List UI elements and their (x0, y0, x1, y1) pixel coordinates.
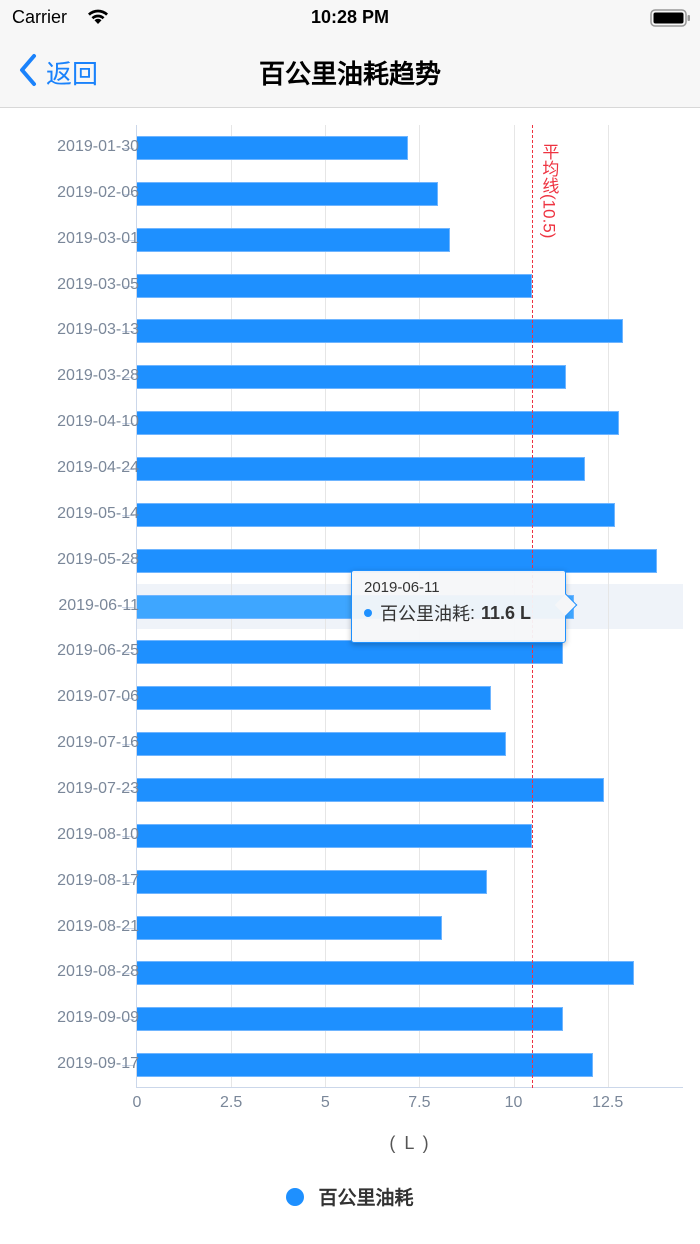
y-tick (122, 377, 134, 379)
y-axis-label: 2019-08-10 (57, 825, 139, 843)
y-tick (122, 514, 134, 516)
y-axis-label: 2019-08-17 (57, 871, 139, 889)
x-axis-label: 2.5 (220, 1094, 243, 1111)
x-axis-label: 0 (132, 1094, 142, 1111)
y-tick (122, 1019, 134, 1021)
y-axis-label: 2019-08-21 (57, 917, 139, 935)
y-tick (122, 606, 134, 608)
tooltip-series-name: 百公里油耗 (380, 604, 470, 624)
y-axis-label: 2019-07-16 (57, 734, 139, 752)
battery-icon (650, 9, 690, 27)
bar[interactable] (137, 686, 491, 711)
y-axis-label: 2019-01-30 (57, 137, 139, 155)
y-tick (122, 193, 134, 195)
y-axis-label: 2019-05-14 (57, 504, 139, 522)
bar[interactable] (137, 640, 563, 665)
status-bar: Carrier 10:28 PM (0, 0, 700, 36)
y-axis-label: 2019-06-11 (58, 596, 139, 614)
y-axis-label: 2019-07-23 (57, 779, 139, 797)
y-axis-label: 2019-03-05 (57, 275, 139, 293)
bar[interactable] (137, 732, 507, 757)
y-tick (122, 239, 134, 241)
bar[interactable] (137, 502, 616, 527)
x-axis-label: 7.5 (408, 1094, 431, 1111)
bar[interactable] (137, 961, 635, 986)
bar[interactable] (137, 915, 442, 940)
y-axis-line (136, 125, 137, 1088)
x-axis-label: 5 (320, 1094, 330, 1111)
chevron-left-icon (18, 53, 38, 92)
bar[interactable] (137, 1007, 563, 1032)
tooltip: 2019-06-11 百公里油耗: 11.6 L (351, 570, 578, 643)
y-axis-label: 2019-02-06 (57, 183, 139, 201)
back-label: 返回 (46, 58, 99, 89)
bar[interactable] (137, 411, 619, 436)
y-axis-label: 2019-04-10 (57, 413, 139, 431)
bar[interactable] (137, 227, 450, 252)
y-axis-label: 2019-03-28 (57, 367, 139, 385)
average-line-label: 平均线(10.5) (539, 143, 559, 239)
clock: 10:28 PM (310, 7, 390, 27)
x-axis-label: 10 (504, 1094, 523, 1111)
y-axis-label: 2019-04-24 (57, 458, 139, 476)
y-axis-label: 2019-07-06 (57, 688, 139, 706)
wifi-icon (86, 7, 110, 30)
y-tick (122, 881, 134, 883)
x-axis-line (136, 1087, 683, 1088)
tooltip-value: 11.6 L (481, 602, 532, 623)
y-axis-label: 2019-03-01 (57, 229, 139, 247)
y-tick (122, 927, 134, 929)
legend-item[interactable]: 百公里油耗 (0, 1183, 700, 1210)
bar[interactable] (137, 273, 533, 298)
bar[interactable] (137, 319, 623, 344)
bar[interactable] (137, 456, 586, 481)
y-axis-label: 2019-09-09 (57, 1009, 139, 1027)
y-axis-label: 2019-03-13 (57, 321, 139, 339)
y-axis-label: 2019-09-17 (57, 1055, 139, 1073)
bar[interactable] (137, 181, 439, 206)
y-tick (122, 560, 134, 562)
y-tick (122, 698, 134, 700)
navigation-bar: 返回 百公里油耗趋势 (0, 36, 700, 108)
page-title: 百公里油耗趋势 (258, 59, 441, 89)
bar[interactable] (137, 135, 409, 160)
y-tick (122, 789, 134, 791)
bar[interactable] (137, 365, 567, 390)
gridline (607, 125, 609, 1088)
tooltip-date: 2019-06-11 (364, 579, 440, 596)
y-tick (122, 468, 134, 470)
y-tick (122, 147, 134, 149)
bar[interactable] (137, 1053, 593, 1078)
tooltip-series-dot-icon (364, 609, 372, 617)
x-axis-title: ( L ) (389, 1133, 431, 1153)
legend-label: 百公里油耗 (318, 1188, 414, 1209)
y-tick (122, 331, 134, 333)
y-axis-label: 2019-05-28 (57, 550, 139, 568)
bar[interactable] (137, 823, 533, 848)
y-axis-label: 2019-06-25 (57, 642, 139, 660)
carrier-label: Carrier (12, 7, 68, 27)
fuel-consumption-chart[interactable]: 平均线(10.5) 2019-01-30 2019-02-06 2019-03-01… (0, 108, 700, 1244)
back-button[interactable]: 返回 (18, 52, 98, 92)
y-tick (122, 652, 134, 654)
y-tick (122, 835, 134, 837)
y-tick (122, 1065, 134, 1067)
bar[interactable] (137, 777, 604, 802)
bar[interactable] (137, 869, 488, 894)
y-tick (122, 285, 134, 287)
x-axis-label: 12.5 (592, 1094, 624, 1111)
y-tick (122, 423, 134, 425)
legend-dot-icon (286, 1187, 305, 1206)
y-tick (122, 744, 134, 746)
y-axis-label: 2019-08-28 (57, 963, 139, 981)
y-tick (122, 973, 134, 975)
